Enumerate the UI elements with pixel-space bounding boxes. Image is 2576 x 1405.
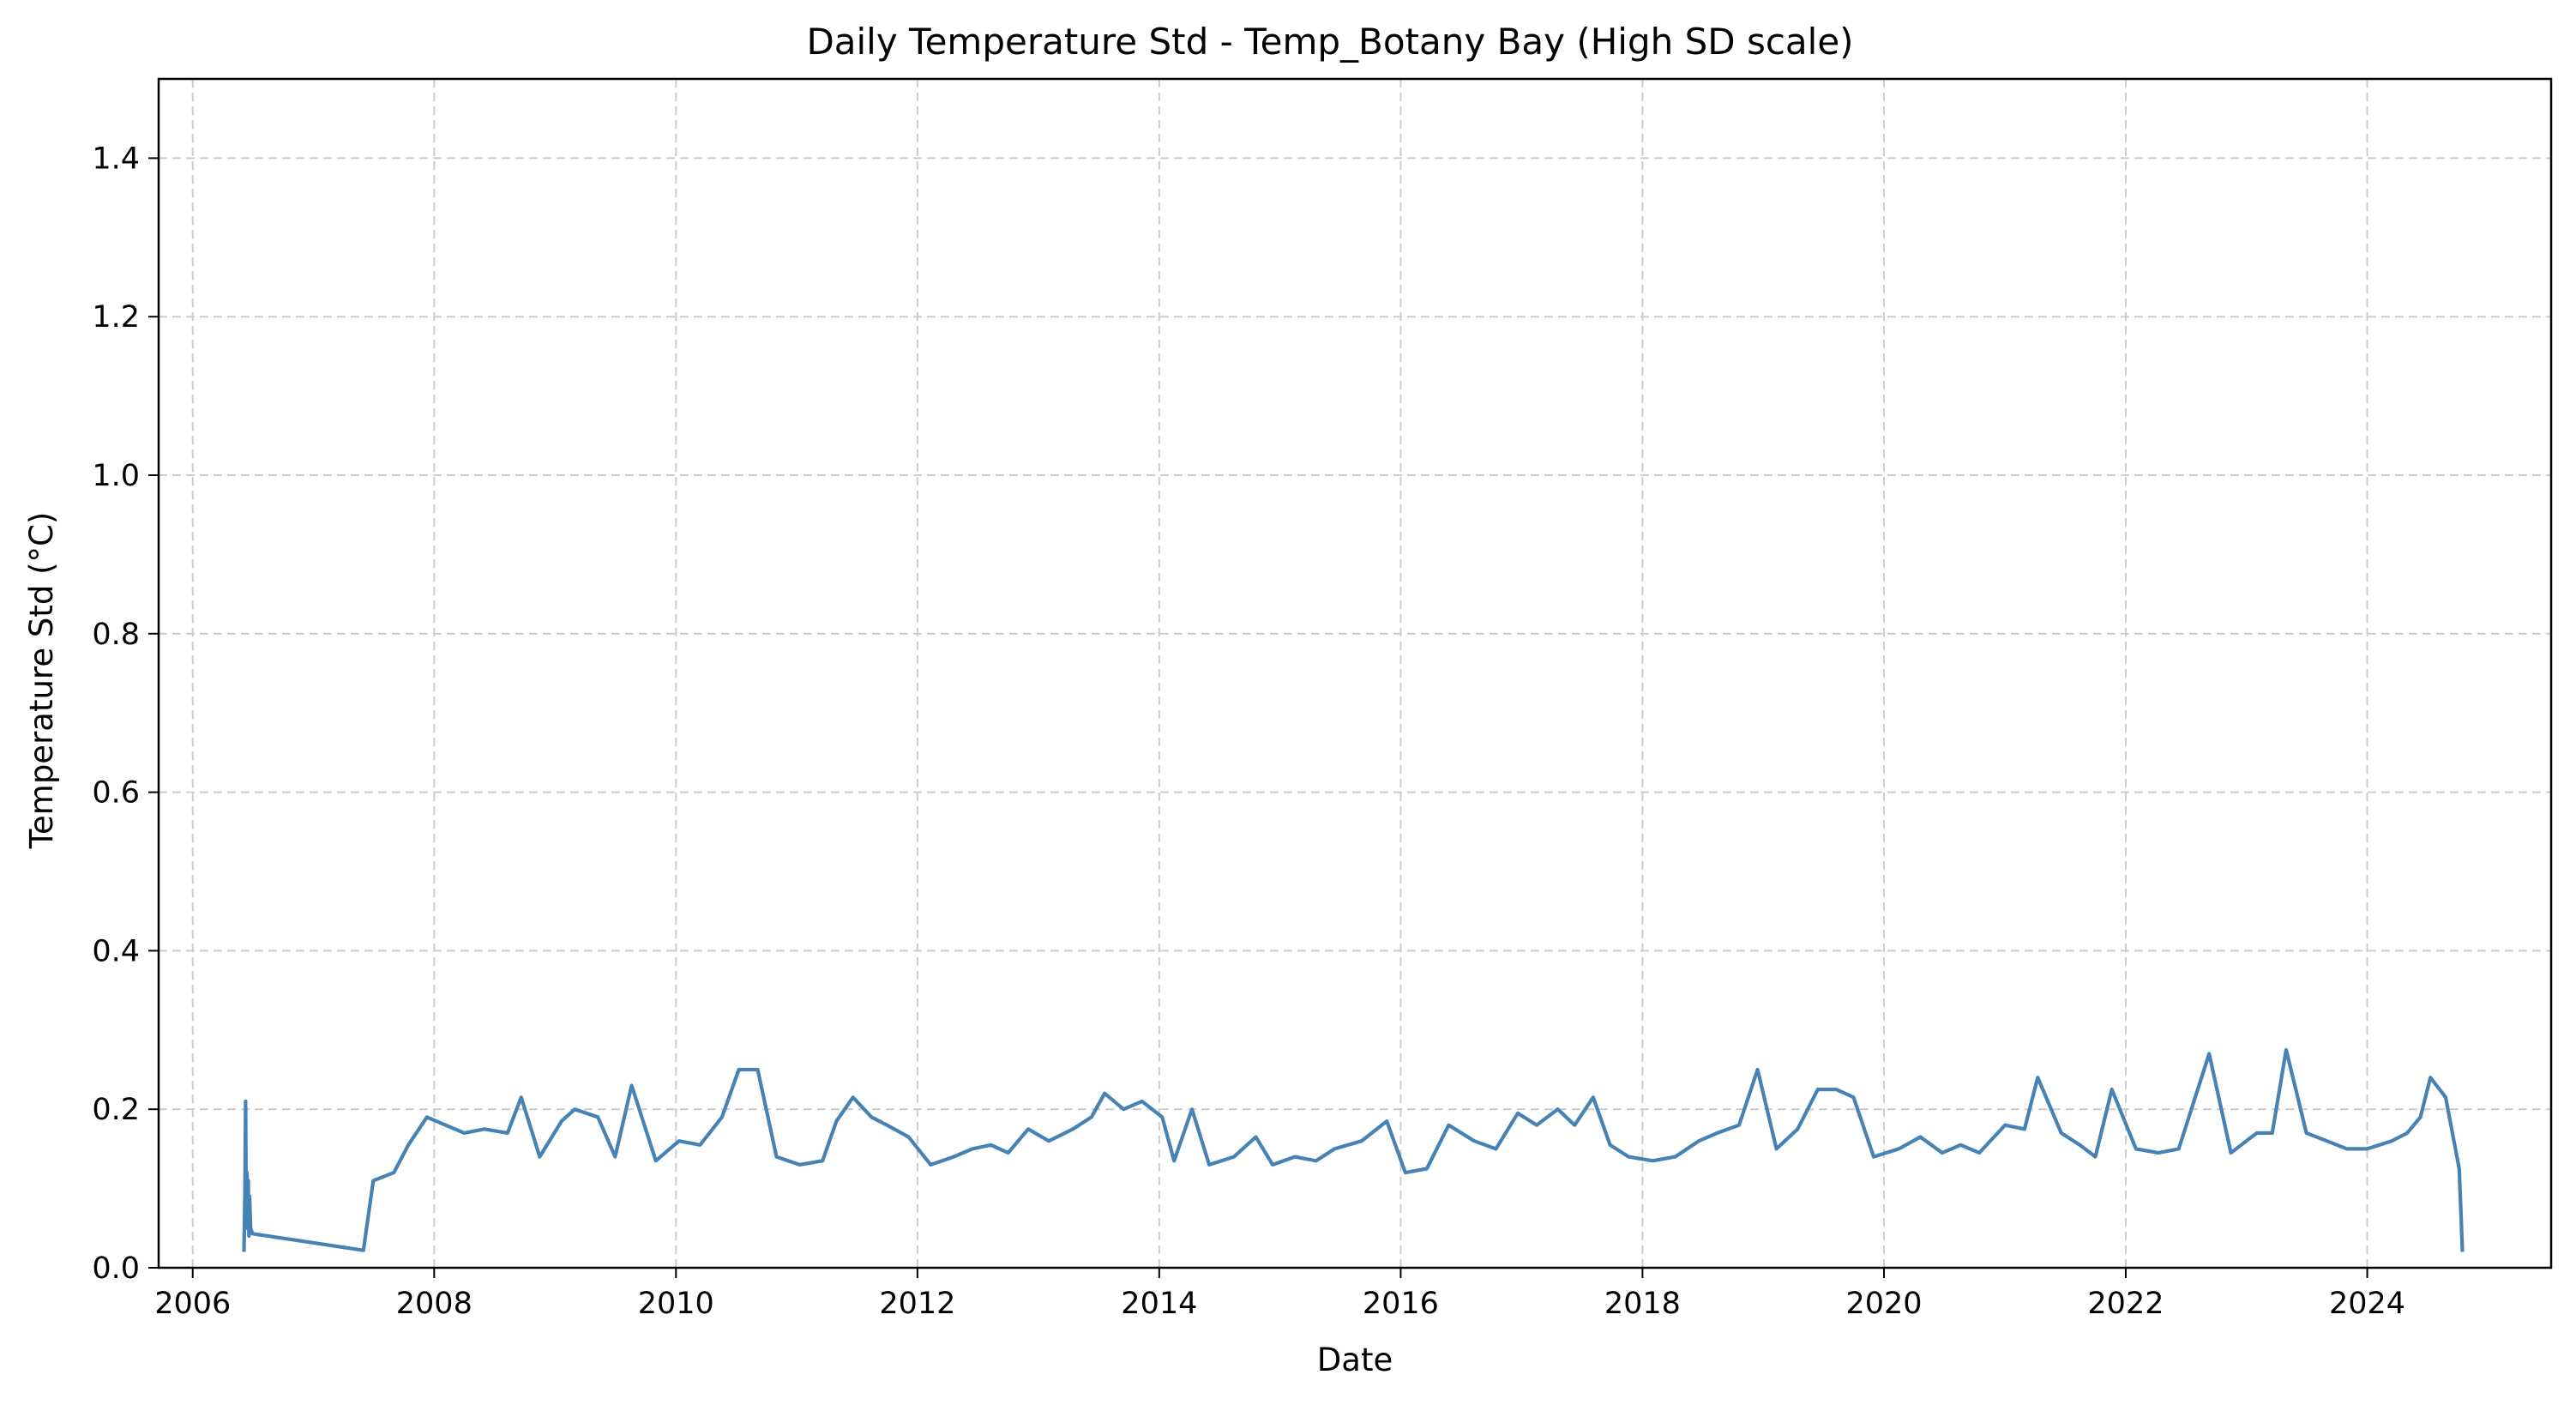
y-axis-ticks: 0.0 0.2 0.4 0.6 0.8 1.0 1.2 1.4 — [92, 142, 159, 1286]
y-axis-label: Temperature Std (°C) — [23, 512, 60, 850]
y-tick-label: 0.8 — [92, 618, 140, 652]
x-tick-label: 2022 — [2087, 1287, 2164, 1321]
chart-title: Daily Temperature Std - Temp_Botany Bay … — [806, 21, 1853, 63]
x-tick-label: 2024 — [2329, 1287, 2405, 1321]
x-tick-label: 2006 — [154, 1287, 231, 1321]
x-tick-label: 2014 — [1121, 1287, 1197, 1321]
x-axis-label: Date — [1317, 1342, 1393, 1378]
plot-area — [242, 1047, 2465, 1252]
x-tick-label: 2020 — [1845, 1287, 1922, 1321]
x-tick-label: 2008 — [396, 1287, 472, 1321]
y-tick-label: 0.0 — [92, 1251, 140, 1286]
axes-frame — [157, 77, 2553, 1269]
y-tick-label: 0.6 — [92, 776, 140, 811]
y-tick-label: 1.0 — [92, 459, 140, 493]
y-tick-label: 0.2 — [92, 1093, 140, 1127]
x-tick-label: 2018 — [1604, 1287, 1681, 1321]
x-tick-label: 2016 — [1363, 1287, 1439, 1321]
y-tick-label: 1.2 — [92, 300, 140, 335]
y-tick-label: 0.4 — [92, 934, 140, 968]
x-axis-ticks: 2006 2008 2010 2012 2014 2016 2018 2020 2022 2024 — [154, 1268, 2405, 1321]
x-tick-label: 2010 — [638, 1287, 714, 1321]
y-tick-label: 1.4 — [92, 142, 140, 176]
series-line — [242, 1047, 2465, 1252]
x-tick-label: 2012 — [879, 1287, 955, 1321]
